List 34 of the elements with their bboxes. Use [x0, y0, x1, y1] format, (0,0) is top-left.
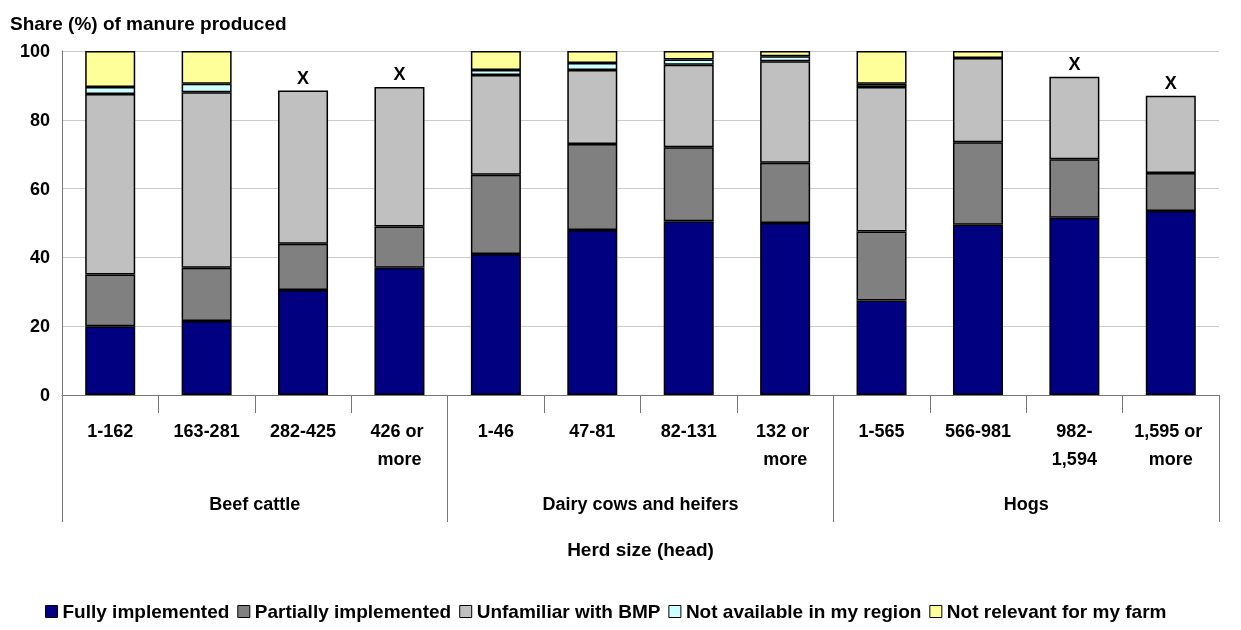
x-tick-label: 566-981 — [944, 421, 1011, 441]
x-tick-label: 982-1,594 — [1051, 421, 1097, 469]
annotation: X — [1068, 53, 1081, 74]
x-tick-label: 82-131 — [660, 421, 717, 441]
legend-label: Fully implemented — [62, 601, 230, 622]
bar — [760, 51, 811, 57]
x-tick-label: 426 or more — [370, 421, 429, 469]
legend-label: Partially implemented — [254, 601, 452, 622]
annotation: X — [297, 67, 310, 88]
annotation: X — [1164, 72, 1177, 93]
y-axis-title: Share (%) of manure produced — [10, 13, 287, 34]
x-tick-label: 132 or more — [756, 421, 815, 469]
legend-label: Not relevant for my farm — [946, 601, 1167, 622]
y-tick-label: 40 — [29, 247, 50, 268]
x-tick-label: 282-425 — [270, 421, 337, 441]
x-tick-label: 1,595 or more — [1134, 421, 1208, 469]
text: Beef cattle — [209, 494, 301, 514]
bar — [856, 51, 907, 84]
annotation: X — [393, 64, 406, 85]
x-tick-label: 1-162 — [87, 421, 134, 441]
x-tick-label: 163-281 — [173, 421, 240, 441]
y-tick-label: 80 — [29, 109, 50, 130]
legend-label: Unfamiliar with BMP — [476, 601, 661, 622]
y-tick-label: 60 — [29, 178, 50, 199]
y-tick-label: 100 — [19, 41, 50, 61]
y-tick-label: 0 — [39, 385, 50, 405]
text: Hogs — [1003, 494, 1049, 514]
x-axis-title: Herd size (head) — [567, 539, 714, 560]
text: Dairy cows and heifers — [542, 494, 739, 514]
x-tick-label: 1-46 — [477, 421, 514, 441]
x-tick-label: 47-81 — [569, 421, 616, 441]
x-tick-label: 1-565 — [858, 421, 905, 441]
y-tick-label: 20 — [29, 316, 50, 337]
legend-label: Not available in my region — [685, 601, 922, 622]
